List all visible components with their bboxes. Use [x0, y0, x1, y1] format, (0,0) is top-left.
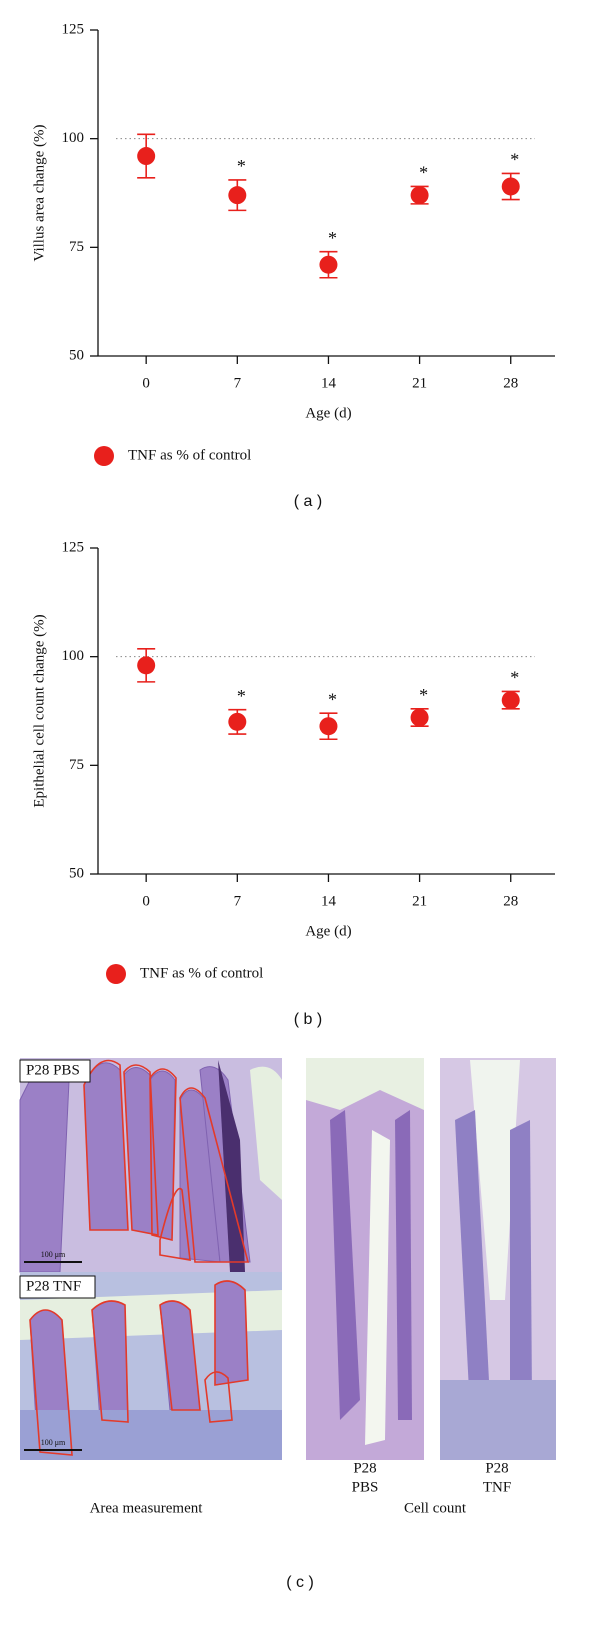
y-tick-label: 50	[69, 347, 84, 363]
data-point	[319, 255, 338, 274]
significance-marker: *	[328, 689, 337, 709]
y-tick-label: 75	[69, 239, 84, 255]
x-tick-label: 14	[321, 893, 337, 909]
panel-caption: Area measurement	[90, 1500, 204, 1516]
significance-marker: *	[510, 150, 519, 170]
scale-bar-label: 100 μm	[41, 1438, 66, 1447]
histology-count-pbs	[306, 1058, 424, 1460]
image-caption: TNF	[483, 1479, 511, 1495]
significance-marker: *	[510, 668, 519, 688]
histology-area-pbs	[19, 1058, 282, 1273]
panel-caption: Cell count	[404, 1500, 467, 1516]
data-point	[501, 177, 520, 196]
legend-label: TNF as % of control	[140, 965, 263, 981]
x-tick-label: 0	[142, 375, 150, 391]
significance-marker: *	[419, 685, 428, 705]
y-axis-label: Epithelial cell count change (%)	[31, 614, 47, 807]
x-axis-label: Age (d)	[305, 923, 351, 939]
y-tick-label: 125	[62, 21, 85, 37]
y-tick-label: 100	[62, 648, 85, 664]
x-tick-label: 7	[234, 893, 242, 909]
x-tick-label: 28	[503, 375, 518, 391]
significance-marker: *	[328, 228, 337, 248]
x-tick-label: 14	[321, 375, 337, 391]
image-caption: P28	[353, 1460, 376, 1476]
data-point	[228, 712, 247, 731]
histology-count-tnf	[440, 1058, 556, 1460]
panel-label: ( c )	[286, 1574, 314, 1591]
y-axis-label: Villus area change (%)	[31, 125, 47, 262]
inset-label: P28 PBS	[26, 1062, 80, 1078]
data-point	[501, 691, 520, 710]
inset-label: P28 TNF	[26, 1278, 81, 1294]
data-point	[319, 717, 338, 736]
x-axis-label: Age (d)	[305, 405, 351, 421]
legend-marker	[94, 446, 114, 466]
inset-box	[19, 1275, 96, 1299]
image-caption: PBS	[352, 1479, 379, 1495]
panel-label: ( b )	[294, 1011, 322, 1028]
scale-bar-label: 100 μm	[41, 1250, 66, 1259]
data-point	[137, 147, 156, 166]
data-point	[228, 186, 247, 205]
image-caption: P28	[485, 1460, 508, 1476]
x-tick-label: 21	[412, 893, 427, 909]
y-tick-label: 75	[69, 757, 84, 773]
data-point	[410, 708, 429, 727]
data-point	[137, 656, 156, 675]
legend-marker	[106, 964, 126, 984]
panel-label: ( a )	[294, 493, 322, 510]
y-tick-label: 100	[62, 130, 85, 146]
significance-marker: *	[419, 163, 428, 183]
y-tick-label: 50	[69, 865, 84, 881]
inset-box	[19, 1059, 91, 1083]
x-tick-label: 28	[503, 893, 518, 909]
x-tick-label: 21	[412, 375, 427, 391]
x-tick-label: 7	[234, 375, 242, 391]
x-tick-label: 0	[142, 893, 150, 909]
legend-label: TNF as % of control	[128, 447, 251, 463]
significance-marker: *	[237, 156, 246, 176]
significance-marker: *	[237, 686, 246, 706]
y-tick-label: 125	[62, 539, 85, 555]
histology-area-tnf	[20, 1272, 282, 1460]
data-point	[410, 186, 429, 205]
